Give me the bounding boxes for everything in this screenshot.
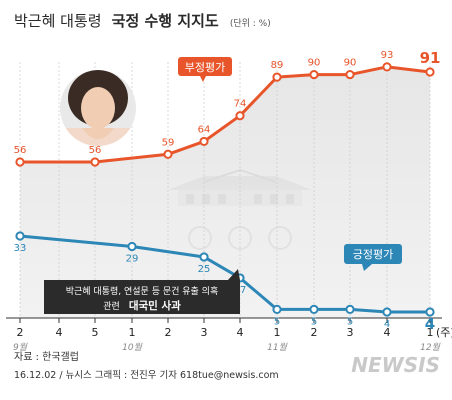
title-part1: 박근혜 대통령 [14,12,102,30]
title-unit: (단위 : %) [230,18,271,29]
data-label: 33 [14,243,27,254]
label-positive-text: 긍정평가 [353,248,393,261]
data-point [272,304,282,314]
data-label: 64 [198,124,211,135]
data-label: 56 [89,145,102,156]
data-label: 4 [425,315,435,333]
label-positive: 긍정평가 [344,244,402,271]
data-point [345,304,355,314]
data-label: 25 [198,264,211,275]
x-tick-label: 5 [92,326,99,339]
data-point [127,241,137,252]
x-axis-months: 9월 10월 11월 12월 [13,342,441,353]
x-month-label: 12월 [420,342,440,353]
annotation-line1: 박근혜 대통령, 연설문 등 문건 유출 의혹 [66,285,219,297]
x-month-label: 11월 [267,342,287,353]
data-point [309,69,319,80]
series-positive: 3329251755544 [14,231,435,333]
data-point [425,307,435,317]
data-label: 89 [271,60,284,71]
data-point [309,304,319,314]
x-tick-label: 2 [165,326,172,339]
source-text: 자료 : 한국갤럽 [14,351,79,363]
x-tick-label: 2 [311,326,318,339]
data-point [90,157,100,167]
x-tick-label: 4 [56,326,63,339]
x-tick-label: 3 [201,326,208,339]
x-tick-label: 4 [237,326,244,339]
series-line [20,65,431,164]
label-negative: 부정평가 [178,57,232,82]
data-point [425,67,435,77]
data-label: 5 [274,316,280,327]
data-label: 5 [311,316,317,327]
data-point [382,62,392,72]
annotation-line2: 관련 대국민 사과 [103,294,181,313]
data-label: 93 [381,50,394,61]
data-point [15,157,25,167]
data-label: 29 [126,253,139,264]
x-month-label: 9월 [13,342,28,353]
credit-text: 16.12.02 / 뉴시스 그래픽 : 전진우 기자 618tue@newsi… [14,370,279,381]
x-tick-label: 3 [347,326,354,339]
data-point [163,149,173,159]
apology-annotation: 박근혜 대통령, 연설문 등 문건 유출 의혹 관련 대국민 사과 [44,269,240,314]
x-tick-label: 2 [17,326,24,339]
newsis-watermark: NEWSIS [351,353,440,377]
data-point [199,136,209,147]
x-tick-label: 1 [129,326,136,339]
data-label: 5 [347,316,353,327]
x-tick-label: 4 [384,326,391,339]
x-tick-label: 1 [274,326,281,339]
data-point [272,72,282,82]
data-label: 90 [308,58,321,69]
annotation-line2-a: 관련 [103,301,120,312]
annotation-line2-b: 대국민 사과 [129,299,181,312]
president-portrait [60,70,136,146]
data-point [235,111,245,121]
x-tick-label: 1 [427,326,434,339]
x-gridlines [19,62,431,318]
data-label: 59 [162,137,175,148]
data-label: 56 [14,145,27,156]
chart-title: 박근혜 대통령 국정 수행 지지도 (단위 : %) [14,11,271,30]
x-month-label: 10월 [122,342,142,353]
data-label: 4 [384,319,390,330]
data-label: 90 [344,58,357,69]
data-label: 74 [234,99,247,110]
series-negative: 56 56 59 64 74 89 90 90 93 91 [14,49,441,167]
x-unit-label: (주) [436,326,452,339]
label-negative-text: 부정평가 [185,61,225,74]
data-point [382,307,392,317]
data-point [15,231,25,241]
data-label: 91 [420,49,441,67]
title-part2: 국정 수행 지지도 [112,12,219,30]
data-point [345,69,355,80]
data-point [199,252,209,262]
